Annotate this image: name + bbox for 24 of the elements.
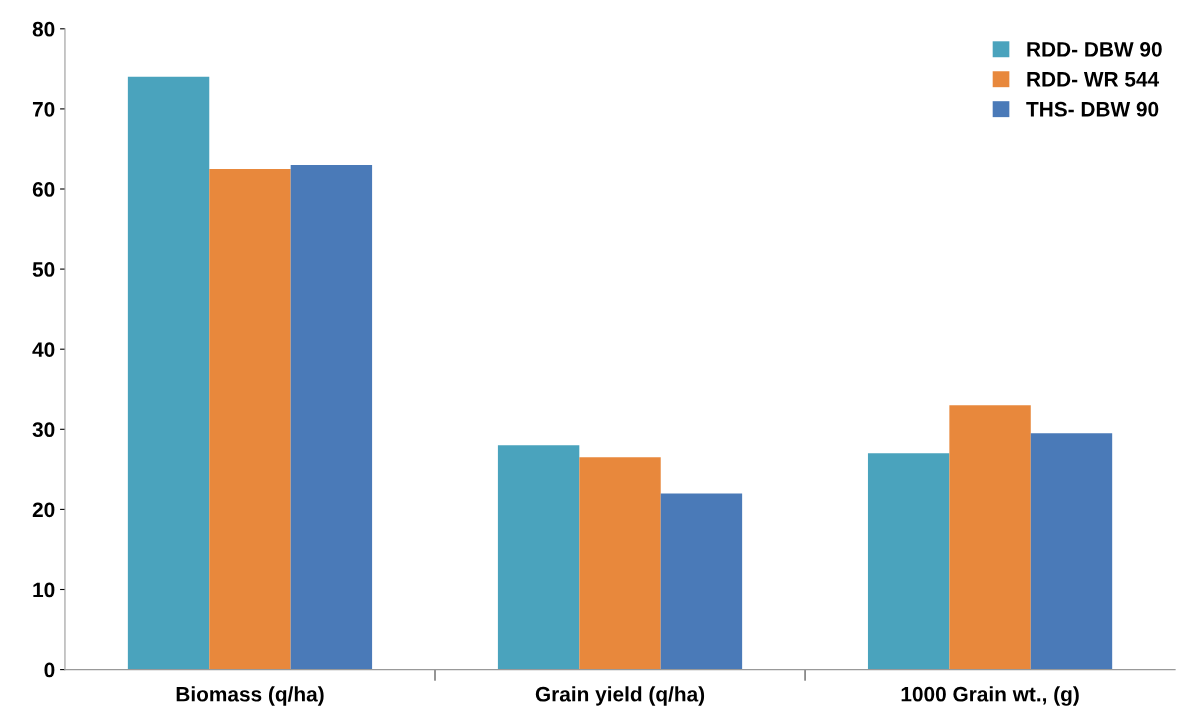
x-tick-label: Biomass (q/ha) xyxy=(176,686,324,706)
x-tick-label: 1000 Grain wt., (g) xyxy=(901,686,1079,706)
bar xyxy=(660,493,743,670)
y-tick-label: 70 xyxy=(32,101,55,117)
bar xyxy=(867,453,950,670)
legend-label: RDD- WR 544 xyxy=(1027,72,1160,87)
y-tick-label: 0 xyxy=(44,662,55,678)
bar xyxy=(949,405,1031,670)
bar xyxy=(127,76,210,670)
bar xyxy=(290,164,373,670)
y-tick-label: 20 xyxy=(32,502,55,518)
legend-label: THS- DBW 90 xyxy=(1026,101,1159,117)
bar xyxy=(497,445,580,670)
bar xyxy=(209,168,291,670)
y-tick-label: 10 xyxy=(33,582,55,598)
y-tick-label: 40 xyxy=(32,342,55,357)
bar xyxy=(579,457,661,670)
y-tick-label: 30 xyxy=(32,422,55,438)
y-tick-label: 60 xyxy=(32,182,55,197)
y-tick-label: 50 xyxy=(32,262,55,277)
bar xyxy=(1030,433,1113,670)
legend-label: RDD- DBW 90 xyxy=(1027,41,1162,57)
x-tick-label: Grain yield (q/ha) xyxy=(535,686,705,706)
y-tick-label: 80 xyxy=(32,21,55,37)
